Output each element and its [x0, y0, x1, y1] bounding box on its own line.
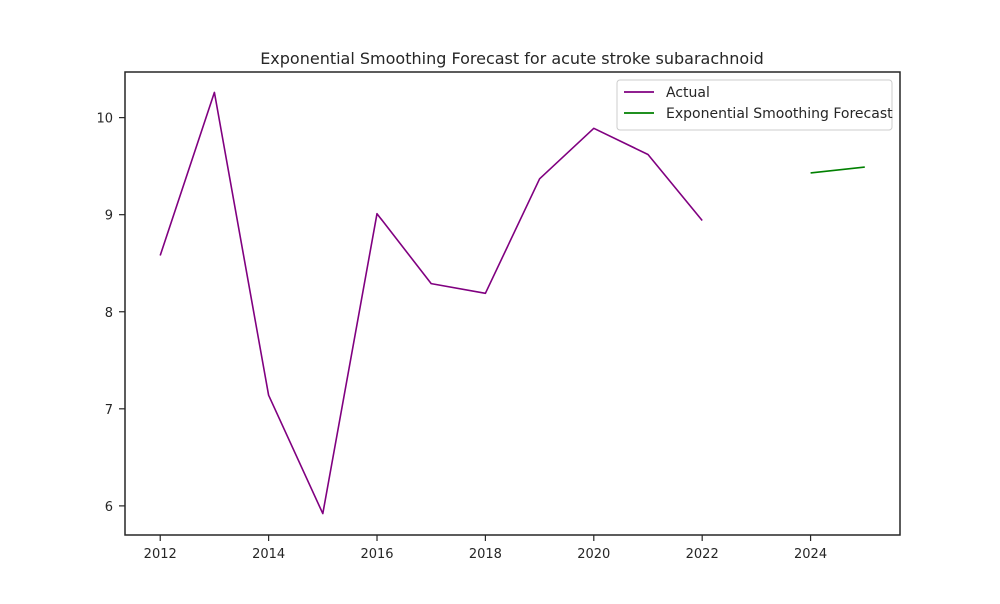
x-tick-label: 2024 — [794, 547, 827, 562]
x-axis: 2012 2014 2016 2018 2020 2022 2024 — [144, 535, 827, 562]
y-tick-label: 9 — [105, 209, 113, 224]
y-tick-label: 8 — [105, 306, 113, 321]
y-tick-label: 6 — [105, 500, 113, 515]
legend-label: Actual — [666, 85, 710, 101]
legend-box — [616, 79, 893, 131]
series-line-forecast — [810, 166, 865, 174]
series-line-actual — [159, 91, 703, 515]
legend-label: Exponential Smoothing Forecast — [666, 106, 893, 122]
legend: Actual Exponential Smoothing Forecast — [616, 79, 893, 131]
y-axis: 6 7 8 9 10 — [96, 112, 125, 515]
y-tick-label: 10 — [96, 112, 113, 127]
axes-frame — [124, 71, 901, 536]
x-tick-label: 2020 — [577, 547, 610, 562]
series-layer — [159, 91, 865, 515]
x-tick-label: 2014 — [252, 547, 285, 562]
y-tick-label: 7 — [105, 403, 113, 418]
x-tick-label: 2016 — [360, 547, 393, 562]
x-tick-label: 2012 — [144, 547, 177, 562]
x-tick-label: 2018 — [469, 547, 502, 562]
chart-title: Exponential Smoothing Forecast for acute… — [260, 49, 764, 68]
x-tick-label: 2022 — [686, 547, 719, 562]
